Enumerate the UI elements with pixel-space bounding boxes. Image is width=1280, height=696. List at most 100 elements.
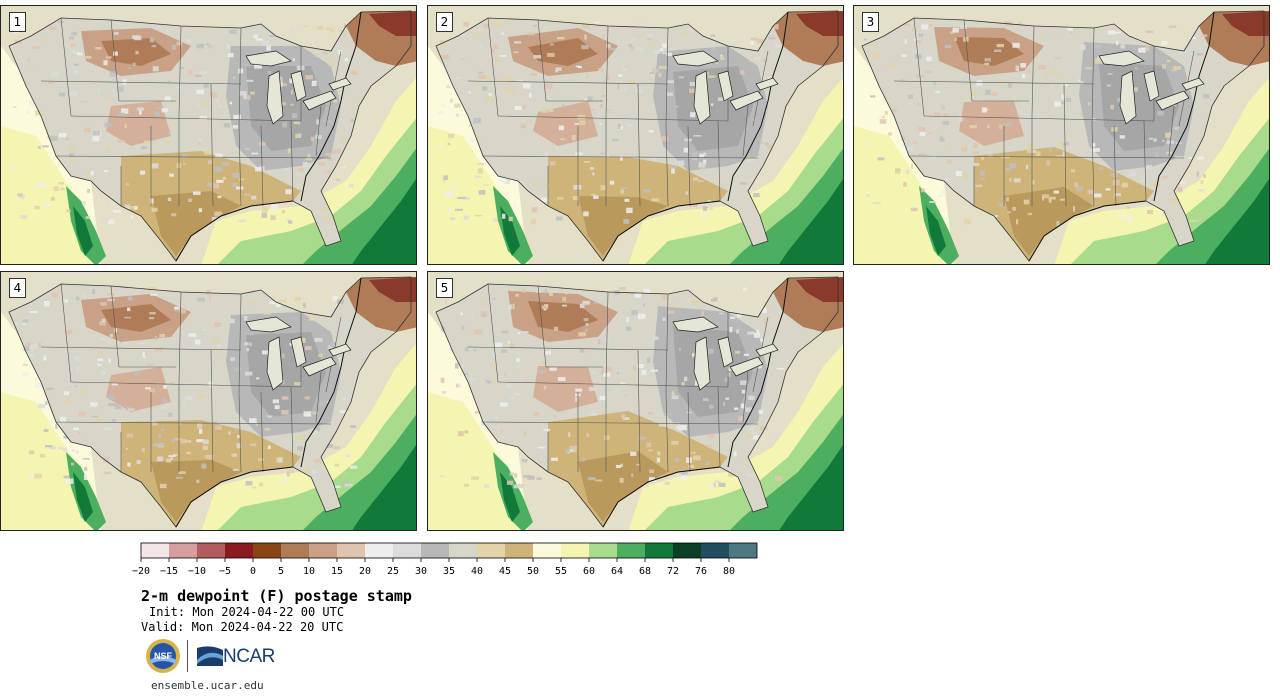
terrain-speckle xyxy=(303,302,306,308)
terrain-speckle xyxy=(65,478,74,484)
terrain-speckle xyxy=(474,175,482,178)
terrain-speckle xyxy=(952,27,959,33)
terrain-speckle xyxy=(468,124,473,127)
terrain-speckle xyxy=(281,410,289,415)
terrain-speckle xyxy=(1039,33,1043,38)
terrain-speckle xyxy=(958,117,963,122)
terrain-speckle xyxy=(251,152,259,155)
terrain-speckle xyxy=(1162,64,1166,69)
terrain-speckle xyxy=(152,66,159,72)
terrain-speckle xyxy=(634,292,642,298)
terrain-speckle xyxy=(565,448,572,453)
terrain-speckle xyxy=(1119,135,1125,139)
terrain-speckle xyxy=(188,333,197,337)
terrain-speckle xyxy=(440,377,445,383)
terrain-speckle xyxy=(512,303,515,310)
terrain-speckle xyxy=(1186,78,1190,82)
terrain-speckle xyxy=(754,57,761,60)
terrain-speckle xyxy=(41,38,46,42)
terrain-speckle xyxy=(302,162,309,167)
terrain-speckle xyxy=(1189,219,1197,222)
terrain-speckle xyxy=(231,374,234,379)
ohio-valley-dry-air xyxy=(246,66,326,151)
terrain-speckle xyxy=(168,412,173,417)
terrain-speckle xyxy=(22,319,29,323)
terrain-speckle xyxy=(505,383,513,388)
terrain-speckle xyxy=(513,51,519,54)
terrain-speckle xyxy=(289,342,292,346)
terrain-speckle xyxy=(1117,214,1126,218)
terrain-speckle xyxy=(1015,65,1019,72)
terrain-speckle xyxy=(117,139,125,143)
terrain-speckle xyxy=(648,45,653,49)
state-border xyxy=(70,115,302,122)
terrain-speckle xyxy=(1042,195,1045,201)
state-border xyxy=(687,125,691,207)
terrain-speckle xyxy=(740,182,747,185)
terrain-speckle xyxy=(919,132,926,137)
state-border xyxy=(55,421,332,425)
terrain-speckle xyxy=(544,289,547,294)
terrain-speckle xyxy=(13,106,17,109)
terrain-speckle xyxy=(941,105,946,110)
terrain-speckle xyxy=(494,342,503,349)
terrain-speckle xyxy=(583,161,591,163)
terrain-speckle xyxy=(1170,69,1177,72)
terrain-speckle xyxy=(543,428,551,431)
terrain-speckle xyxy=(549,43,554,46)
terrain-speckle xyxy=(478,74,487,79)
terrain-speckle xyxy=(619,477,624,483)
terrain-speckle xyxy=(1007,211,1011,214)
terrain-speckle xyxy=(149,388,155,393)
terrain-speckle xyxy=(1058,101,1064,104)
terrain-speckle xyxy=(1046,160,1051,166)
terrain-speckle xyxy=(870,44,877,48)
terrain-speckle xyxy=(543,304,549,307)
terrain-speckle xyxy=(269,301,276,305)
terrain-speckle xyxy=(1148,137,1153,140)
terrain-speckle xyxy=(944,44,952,49)
terrain-speckle xyxy=(994,49,1002,52)
terrain-speckle xyxy=(245,371,253,376)
terrain-speckle xyxy=(455,208,463,211)
terrain-speckle xyxy=(632,365,637,371)
terrain-speckle xyxy=(746,159,754,163)
terrain-speckle xyxy=(121,366,127,370)
terrain-speckle xyxy=(1055,154,1064,158)
terrain-speckle xyxy=(1154,152,1159,158)
terrain-speckle xyxy=(600,185,606,191)
terrain-speckle xyxy=(333,485,341,488)
terrain-speckle xyxy=(141,146,148,150)
terrain-speckle xyxy=(606,74,610,81)
terrain-speckle xyxy=(297,167,305,172)
terrain-speckle xyxy=(690,451,696,454)
terrain-speckle xyxy=(1085,67,1093,70)
terrain-speckle xyxy=(603,372,611,377)
terrain-speckle xyxy=(621,414,626,419)
terrain-speckle xyxy=(520,123,525,129)
mexico-pacific-high-moisture xyxy=(73,472,93,522)
coastline xyxy=(602,11,789,262)
terrain-speckle xyxy=(49,136,58,141)
terrain-speckle xyxy=(305,346,312,350)
terrain-speckle xyxy=(638,34,642,37)
terrain-speckle xyxy=(205,43,210,46)
terrain-speckle xyxy=(710,34,716,37)
terrain-speckle xyxy=(911,28,914,32)
terrain-speckle xyxy=(92,289,96,294)
terrain-speckle xyxy=(929,201,936,203)
terrain-speckle xyxy=(508,216,513,222)
terrain-speckle xyxy=(124,316,131,319)
terrain-speckle xyxy=(342,472,347,475)
terrain-speckle xyxy=(60,187,65,191)
terrain-speckle xyxy=(690,64,694,69)
terrain-speckle xyxy=(313,430,318,435)
great-lake xyxy=(245,316,292,333)
terrain-speckle xyxy=(591,371,597,374)
terrain-speckle xyxy=(521,459,528,463)
terrain-speckle xyxy=(662,119,666,121)
terrain-speckle xyxy=(344,24,347,28)
terrain-speckle xyxy=(327,345,333,349)
terrain-speckle xyxy=(901,54,907,58)
terrain-speckle xyxy=(1196,53,1203,56)
